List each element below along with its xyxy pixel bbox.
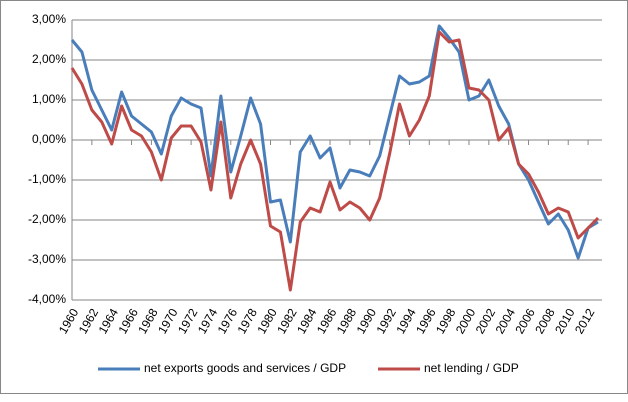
y-tick-label: -2,00% bbox=[28, 212, 66, 226]
y-tick-label: 0,00% bbox=[32, 132, 66, 146]
y-tick-label: -4,00% bbox=[28, 292, 66, 306]
y-tick-label: -1,00% bbox=[28, 172, 66, 186]
y-tick-label: 1,00% bbox=[32, 92, 66, 106]
legend-label: net exports goods and services / GDP bbox=[144, 361, 346, 375]
y-tick-label: -3,00% bbox=[28, 252, 66, 266]
y-tick-label: 2,00% bbox=[32, 52, 66, 66]
data-line bbox=[70, 30, 600, 292]
y-tick-label: 3,00% bbox=[32, 12, 66, 26]
legend-label: net lending / GDP bbox=[424, 361, 519, 375]
